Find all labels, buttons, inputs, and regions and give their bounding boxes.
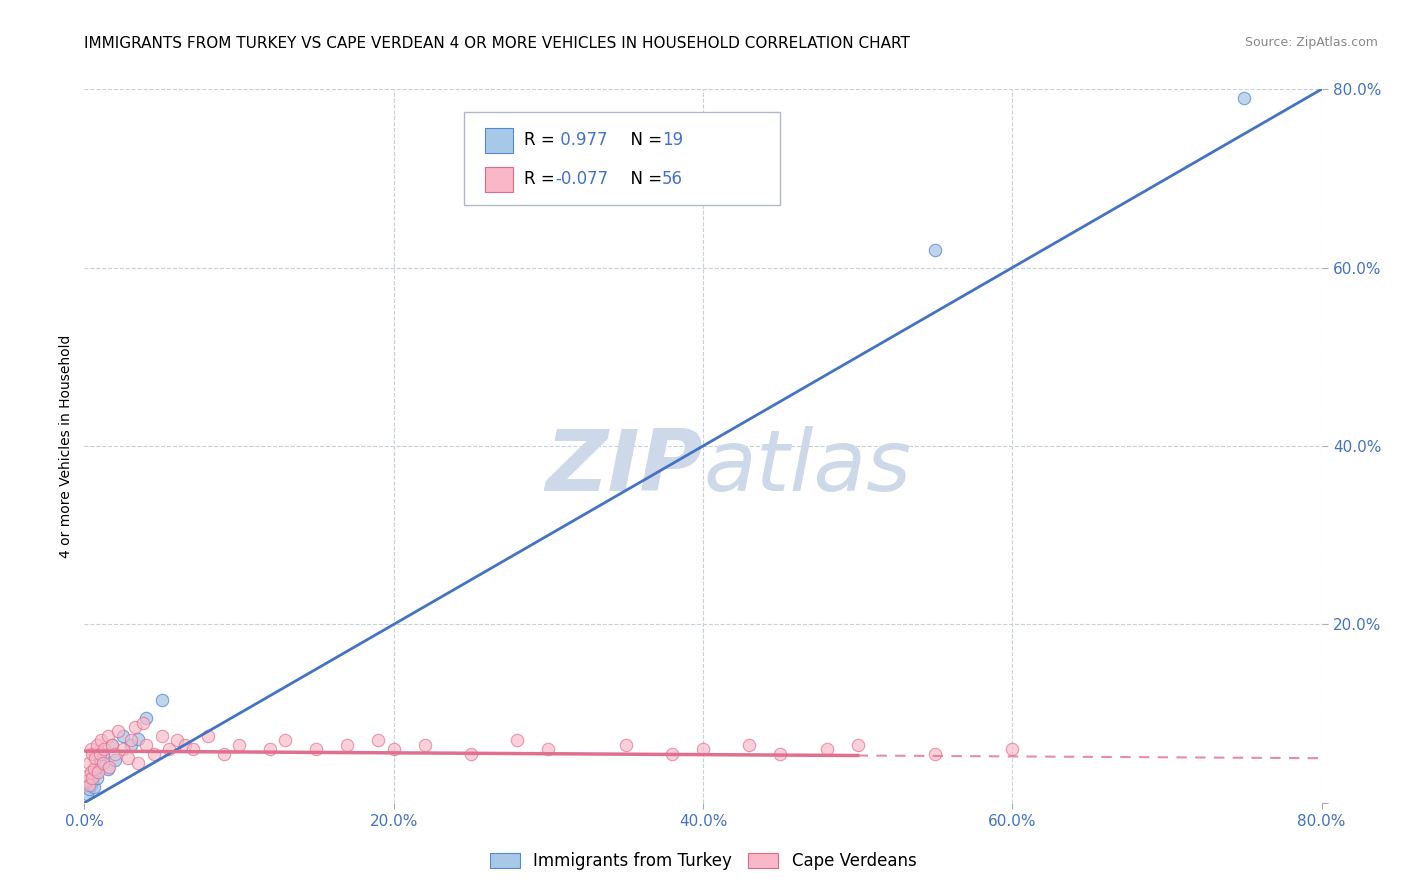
Text: 0.977: 0.977: [555, 131, 607, 149]
Point: [259, 742, 281, 756]
Point: [82, 747, 104, 761]
Text: -0.077: -0.077: [555, 170, 609, 188]
Y-axis label: 4 or more Vehicles in Household: 4 or more Vehicles in Household: [59, 334, 73, 558]
Point: [212, 747, 235, 761]
Point: [83, 762, 105, 776]
Point: [96, 762, 118, 776]
Point: [274, 733, 297, 747]
Point: [537, 742, 560, 756]
Point: [692, 742, 714, 756]
Point: [104, 753, 127, 767]
Point: [135, 711, 157, 725]
Point: [96, 729, 118, 743]
Point: [79, 778, 101, 792]
Point: [112, 729, 135, 743]
Point: [89, 756, 111, 770]
Point: [181, 742, 204, 756]
Point: [101, 738, 124, 752]
Point: [661, 747, 683, 761]
Point: [150, 729, 173, 743]
Point: [1233, 91, 1256, 105]
Point: [124, 720, 146, 734]
Point: [769, 747, 792, 761]
Point: [82, 771, 104, 785]
Point: [91, 756, 114, 770]
Point: [117, 751, 139, 765]
Point: [76, 787, 98, 801]
Point: [135, 738, 157, 752]
Point: [89, 747, 111, 761]
Point: [107, 724, 129, 739]
Point: [228, 738, 250, 752]
Point: [77, 756, 100, 770]
Text: Source: ZipAtlas.com: Source: ZipAtlas.com: [1244, 36, 1378, 49]
Point: [174, 738, 197, 752]
Point: [815, 742, 838, 756]
Point: [120, 733, 142, 747]
Point: [127, 731, 149, 746]
Point: [132, 715, 155, 730]
Text: atlas: atlas: [703, 425, 911, 509]
Point: [159, 742, 180, 756]
Point: [98, 760, 121, 774]
Point: [91, 747, 114, 761]
Text: R =: R =: [524, 170, 561, 188]
Point: [614, 738, 637, 752]
Point: [87, 764, 110, 779]
Text: 56: 56: [662, 170, 683, 188]
Point: [127, 756, 149, 770]
Text: IMMIGRANTS FROM TURKEY VS CAPE VERDEAN 4 OR MORE VEHICLES IN HOUSEHOLD CORRELATI: IMMIGRANTS FROM TURKEY VS CAPE VERDEAN 4…: [84, 36, 910, 51]
Point: [86, 738, 108, 752]
Text: 19: 19: [662, 131, 683, 149]
Point: [77, 782, 100, 797]
Legend: Immigrants from Turkey, Cape Verdeans: Immigrants from Turkey, Cape Verdeans: [482, 846, 924, 877]
Text: N =: N =: [620, 131, 668, 149]
Point: [75, 773, 97, 788]
Text: N =: N =: [620, 170, 668, 188]
Point: [83, 780, 105, 794]
Point: [120, 738, 142, 752]
Point: [150, 693, 173, 707]
Text: R =: R =: [524, 131, 561, 149]
Point: [77, 778, 100, 792]
Point: [506, 733, 529, 747]
Point: [336, 738, 359, 752]
Point: [305, 742, 328, 756]
Point: [924, 243, 946, 257]
Text: ZIP: ZIP: [546, 425, 703, 509]
Point: [460, 747, 482, 761]
Point: [112, 742, 135, 756]
Point: [143, 747, 166, 761]
Point: [76, 769, 98, 783]
Point: [79, 764, 101, 779]
Point: [90, 733, 112, 747]
Point: [846, 738, 869, 752]
Point: [738, 738, 761, 752]
Point: [924, 747, 946, 761]
Point: [413, 738, 436, 752]
Point: [84, 751, 107, 765]
Point: [84, 764, 107, 779]
Point: [101, 738, 124, 752]
Point: [166, 733, 188, 747]
Point: [86, 771, 108, 785]
Point: [79, 742, 101, 756]
Point: [382, 742, 405, 756]
Point: [1001, 742, 1024, 756]
Point: [197, 729, 219, 743]
Point: [367, 733, 389, 747]
Point: [93, 742, 115, 756]
Point: [82, 773, 104, 788]
Point: [104, 747, 127, 761]
